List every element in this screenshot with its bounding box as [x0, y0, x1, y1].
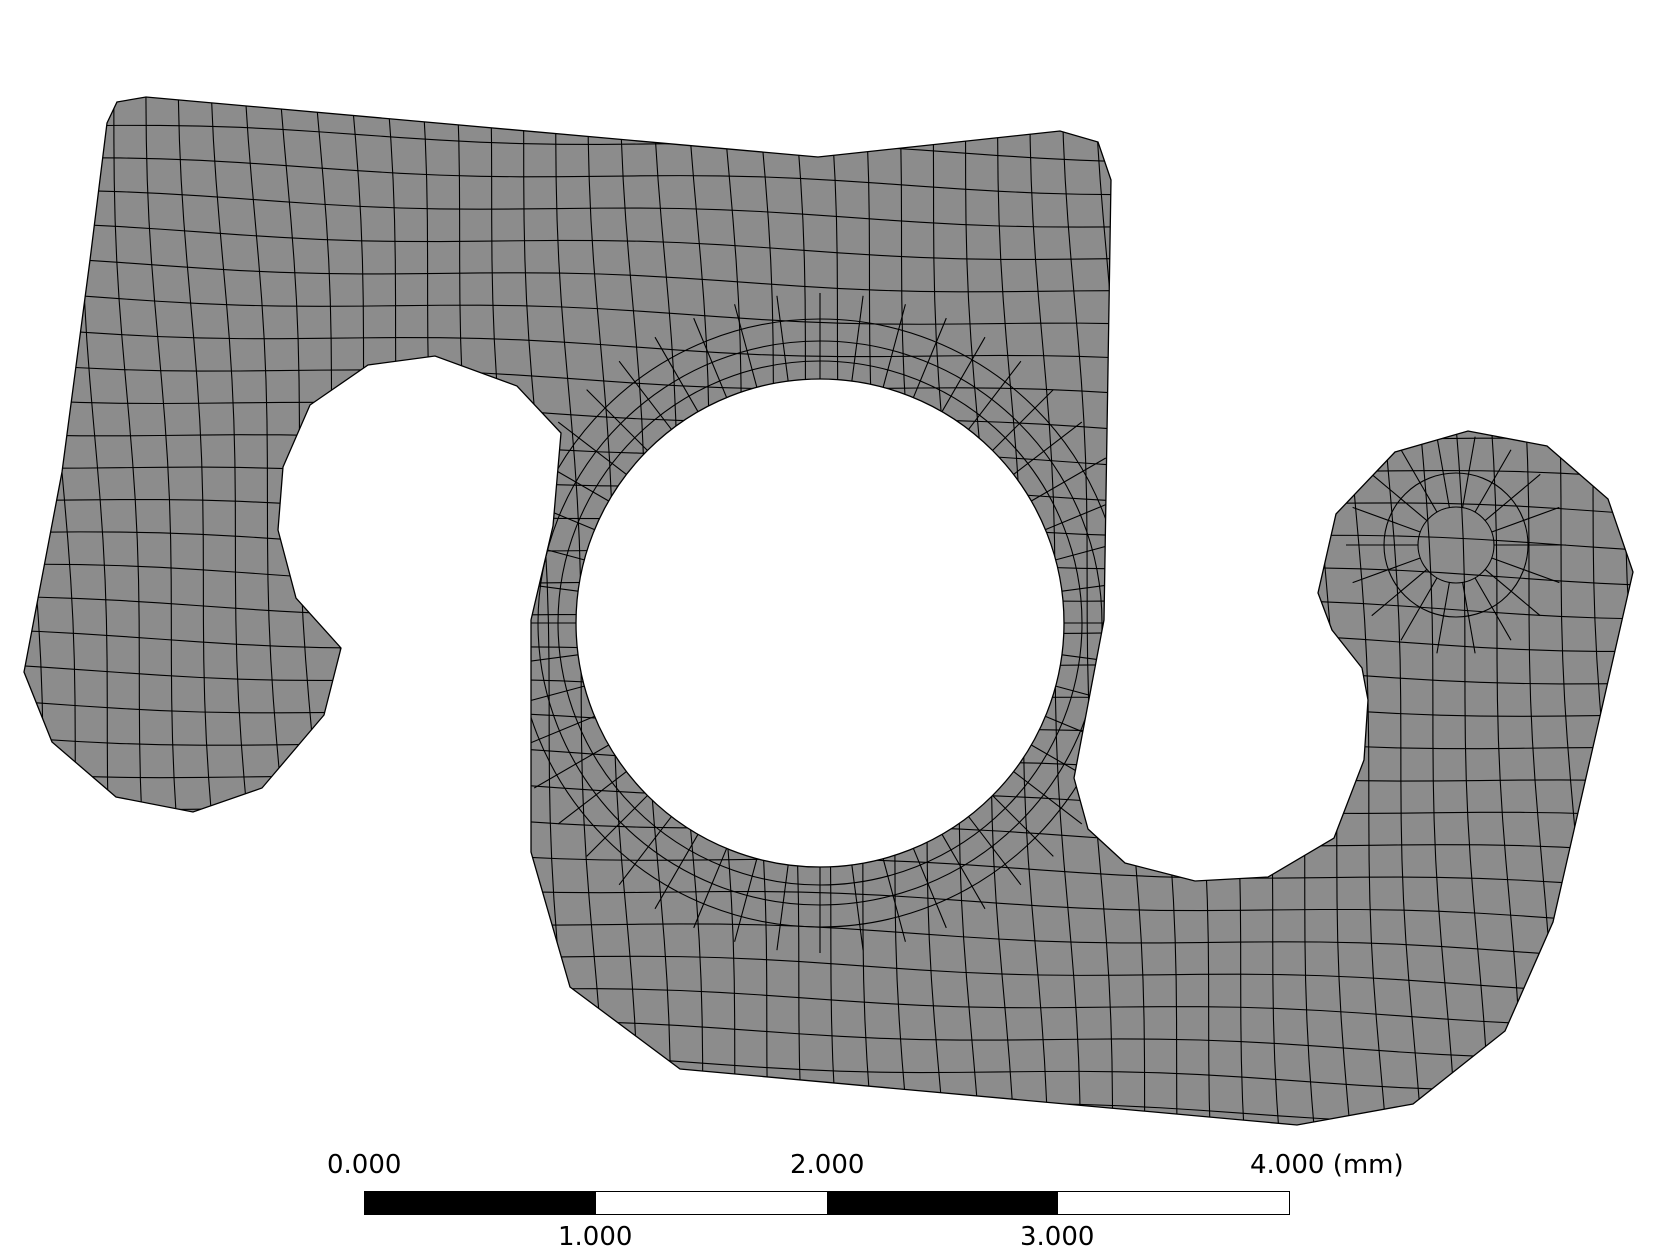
mesh-edge — [533, 744, 609, 789]
mesh-edge — [968, 816, 1022, 886]
mesh-edge — [654, 834, 699, 910]
mesh-edge — [24, 1109, 1633, 1125]
mesh-edge — [586, 795, 648, 857]
mesh-edge — [24, 97, 1633, 105]
mesh-edge — [557, 360, 1083, 886]
mesh-edge — [1383, 472, 1529, 618]
mesh-edge — [992, 389, 1054, 451]
mesh-edge — [24, 97, 26, 1125]
mesh-edge — [1491, 557, 1560, 584]
mesh-edge — [1417, 506, 1495, 584]
mesh-edge — [1013, 771, 1083, 825]
mesh-edge — [1371, 473, 1428, 521]
scale-segment-4 — [1058, 1192, 1289, 1214]
mesh-edge — [851, 864, 864, 951]
mesh-edge — [882, 304, 906, 388]
mesh-edge — [618, 816, 672, 886]
scale-segment-2 — [596, 1192, 827, 1214]
mesh-edge — [1061, 97, 1114, 1125]
mesh-edge — [1371, 569, 1428, 617]
mesh-edge — [1491, 506, 1560, 533]
scale-segment-3 — [827, 1192, 1058, 1214]
mesh-edge — [693, 848, 728, 929]
mesh-edge — [1484, 569, 1541, 617]
scale-segment-1 — [365, 1192, 596, 1214]
scale-label-2: 2.000 — [790, 1150, 865, 1180]
mesh-edge — [882, 858, 906, 942]
mesh-edge — [851, 295, 864, 382]
scale-bar — [364, 1191, 1290, 1215]
mesh-edge — [654, 336, 699, 412]
mesh-edge — [734, 858, 758, 942]
mesh-edge — [1436, 436, 1450, 508]
mesh-edge — [1474, 449, 1512, 513]
hole-edge — [575, 378, 1065, 868]
mesh-edge — [992, 795, 1054, 857]
mesh-edge — [941, 834, 986, 910]
mesh-edge — [1400, 449, 1438, 513]
mesh-edge — [557, 421, 627, 475]
mesh-edge — [1031, 457, 1107, 502]
mesh-edge — [1484, 473, 1541, 521]
mesh-edge — [1436, 582, 1450, 654]
mesh-edge — [1352, 506, 1421, 533]
mesh-edge — [1462, 436, 1476, 508]
mesh-edge — [557, 771, 627, 825]
scale-label-0: 0.000 — [327, 1150, 402, 1180]
mesh-edge — [1474, 577, 1512, 641]
mesh-edge — [912, 317, 947, 398]
mesh-edge — [1352, 557, 1421, 584]
mesh-edge — [776, 864, 789, 951]
mesh-edge — [1400, 577, 1438, 641]
scale-label-3: 3.000 — [1020, 1222, 1095, 1252]
mesh-edge — [776, 295, 789, 382]
mesh-edge — [586, 389, 648, 451]
mesh-edge — [1013, 421, 1083, 475]
mesh-edge — [941, 336, 986, 412]
scale-label-1: 1.000 — [558, 1222, 633, 1252]
mesh-edge — [693, 317, 728, 398]
mesh-edge — [734, 304, 758, 388]
mesh-edge — [1462, 582, 1476, 654]
scale-label-4-unit: 4.000 (mm) — [1250, 1150, 1404, 1180]
mesh-edge — [618, 360, 672, 430]
part-outline — [23, 96, 1634, 1126]
mesh-edge — [968, 360, 1022, 430]
mesh-edge — [912, 848, 947, 929]
mesh-edge — [537, 340, 1103, 906]
